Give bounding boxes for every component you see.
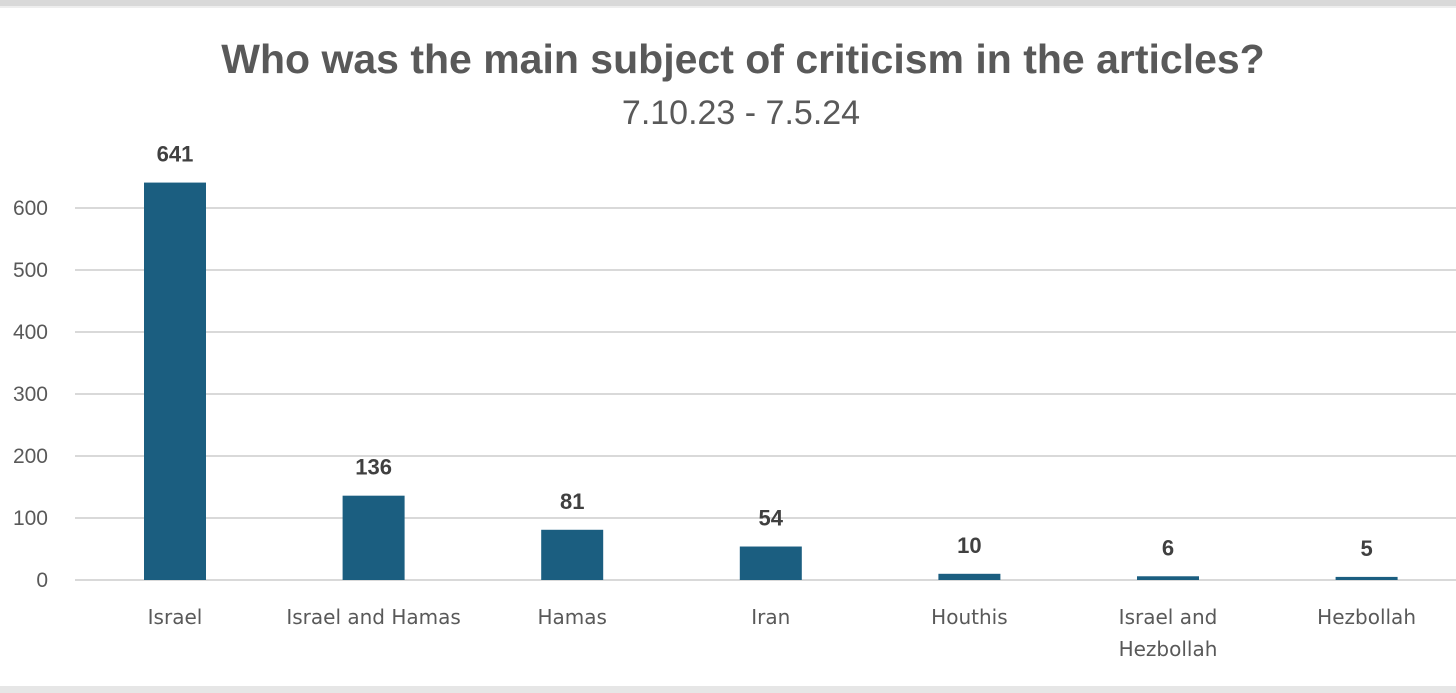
- bar: [144, 182, 206, 580]
- data-label: 10: [957, 533, 981, 558]
- data-label: 54: [759, 506, 784, 531]
- bars: [144, 182, 1398, 580]
- data-label: 136: [355, 455, 392, 480]
- category-label: Iran: [751, 605, 790, 629]
- category-label: Israel and: [1119, 605, 1218, 629]
- data-label: 81: [560, 489, 584, 514]
- y-tick-label: 300: [13, 383, 48, 406]
- y-tick-label: 100: [13, 507, 48, 530]
- top-border-inner: [0, 6, 1456, 8]
- bar: [1137, 576, 1199, 580]
- category-label: Israel and Hamas: [286, 605, 460, 629]
- category-label: Houthis: [931, 605, 1007, 629]
- data-label: 641: [157, 142, 194, 167]
- bar: [1335, 576, 1398, 580]
- bottom-border: [0, 686, 1456, 693]
- bar: [739, 546, 802, 580]
- category-label: Hezbollah: [1119, 637, 1218, 661]
- bar: [938, 573, 1001, 580]
- category-label: Hamas: [537, 605, 606, 629]
- data-labels: 641 136 81 54 10 6 5: [157, 142, 1373, 561]
- gridlines: [75, 207, 1456, 581]
- y-tick-label: 600: [13, 197, 48, 220]
- category-label: Hezbollah: [1317, 605, 1416, 629]
- y-tick-label: 200: [13, 445, 48, 468]
- data-label: 6: [1162, 535, 1174, 560]
- y-tick-label: 0: [36, 569, 48, 592]
- bar: [541, 529, 604, 580]
- chart-subtitle: 7.10.23 - 7.5.24: [621, 94, 861, 132]
- y-axis-ticks: 0 100 200 300 400 500 600: [13, 197, 48, 592]
- y-tick-label: 400: [13, 321, 48, 344]
- data-label: 5: [1360, 536, 1372, 561]
- category-label: Israel: [148, 605, 203, 629]
- y-tick-label: 500: [13, 259, 48, 282]
- category-labels: Israel Israel and Hamas Hamas Iran Houthis Is…: [148, 605, 1416, 661]
- top-border: [0, 0, 1456, 6]
- bar: [342, 495, 405, 580]
- chart-title: Who was the main subject of criticism in…: [221, 36, 1265, 82]
